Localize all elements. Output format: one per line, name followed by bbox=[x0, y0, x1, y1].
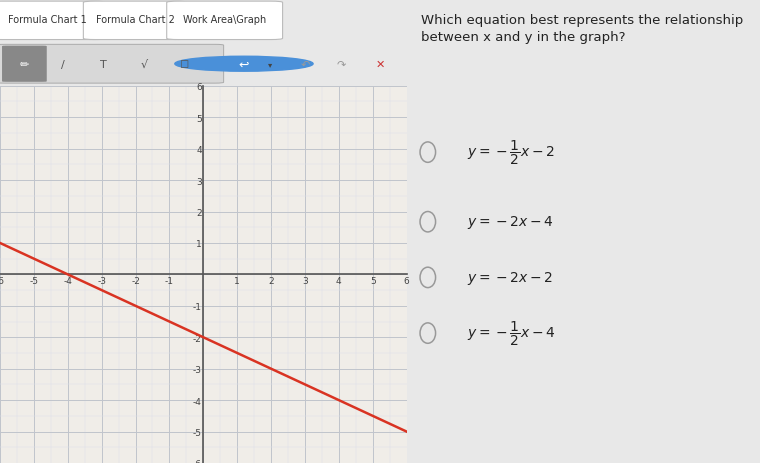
Text: √: √ bbox=[141, 60, 148, 69]
Text: $y = -2x - 2$: $y = -2x - 2$ bbox=[467, 269, 553, 286]
Text: $y = -2x - 4$: $y = -2x - 4$ bbox=[467, 214, 553, 231]
FancyBboxPatch shape bbox=[166, 2, 283, 40]
FancyBboxPatch shape bbox=[84, 2, 187, 40]
Text: $y = -\dfrac{1}{2}x - 2$: $y = -\dfrac{1}{2}x - 2$ bbox=[467, 138, 555, 167]
Text: ◻: ◻ bbox=[180, 60, 190, 69]
Text: T: T bbox=[100, 60, 107, 69]
Text: Formula Chart 1: Formula Chart 1 bbox=[8, 15, 87, 25]
FancyBboxPatch shape bbox=[0, 2, 106, 40]
Text: Work Area\Graph: Work Area\Graph bbox=[183, 15, 266, 25]
Text: Formula Chart 2: Formula Chart 2 bbox=[96, 15, 175, 25]
FancyBboxPatch shape bbox=[2, 47, 47, 82]
FancyBboxPatch shape bbox=[0, 45, 223, 84]
Text: ↷: ↷ bbox=[337, 60, 347, 69]
Text: $y = -\dfrac{1}{2}x - 4$: $y = -\dfrac{1}{2}x - 4$ bbox=[467, 319, 555, 348]
Circle shape bbox=[175, 57, 313, 72]
Text: ↩: ↩ bbox=[239, 58, 249, 71]
Text: ✕: ✕ bbox=[375, 60, 385, 69]
Text: Which equation best represents the relationship
between x and y in the graph?: Which equation best represents the relat… bbox=[421, 14, 743, 44]
Text: /: / bbox=[61, 60, 65, 69]
Text: ▾: ▾ bbox=[268, 60, 273, 69]
Text: ✏: ✏ bbox=[20, 60, 29, 69]
Text: ↶: ↶ bbox=[300, 60, 309, 69]
